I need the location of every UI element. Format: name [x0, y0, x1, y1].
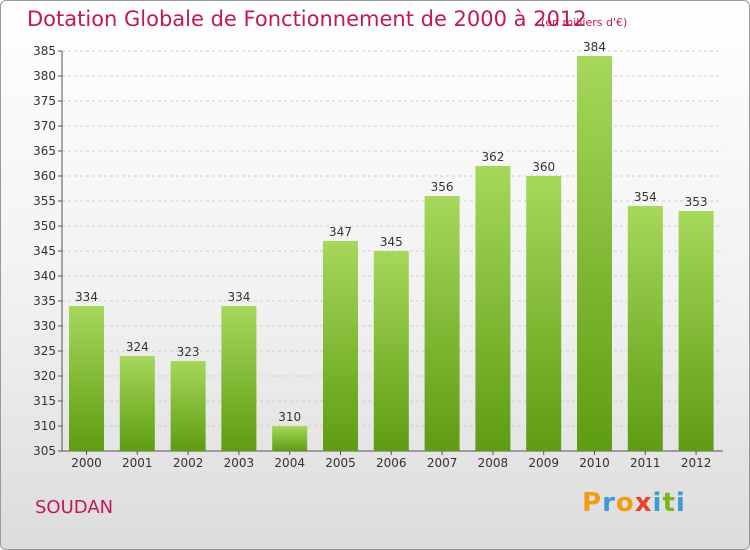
bar — [119, 356, 155, 451]
bar — [221, 306, 257, 451]
y-tick-label: 380 — [33, 69, 56, 83]
y-tick-label: 310 — [33, 419, 56, 433]
bar-value-label: 334 — [75, 290, 98, 304]
y-tick-label: 325 — [33, 344, 56, 358]
x-tick-label: 2009 — [528, 456, 559, 470]
y-tick-label: 370 — [33, 119, 56, 133]
y-tick-label: 305 — [33, 444, 56, 458]
x-tick-label: 2008 — [478, 456, 509, 470]
chart-title: Dotation Globale de Fonctionnement de 20… — [27, 7, 587, 31]
y-tick-label: 355 — [33, 194, 56, 208]
logo-letter: i — [652, 488, 663, 518]
x-tick-label: 2000 — [71, 456, 102, 470]
bar — [424, 196, 460, 451]
bar-value-label: 324 — [126, 340, 149, 354]
bar — [272, 426, 308, 451]
y-tick-label: 350 — [33, 219, 56, 233]
y-tick-label: 340 — [33, 269, 56, 283]
x-tick-label: 2003 — [224, 456, 255, 470]
x-tick-label: 2001 — [122, 456, 153, 470]
y-tick-label: 385 — [33, 44, 56, 58]
logo-letter: x — [634, 488, 653, 518]
bar — [678, 211, 714, 451]
proxiti-logo: Proxiti — [582, 488, 686, 518]
logo-letter: i — [675, 488, 686, 518]
y-tick-label: 345 — [33, 244, 56, 258]
y-tick-label: 315 — [33, 394, 56, 408]
logo-letter: o — [615, 488, 635, 518]
bars — [69, 56, 714, 451]
x-tick-label: 2004 — [274, 456, 305, 470]
bar-value-label: 384 — [583, 40, 606, 54]
bar — [526, 176, 562, 451]
logo-letter: r — [602, 488, 616, 518]
bar-value-label: 345 — [380, 235, 403, 249]
chart-unit: (en milliers d'€) — [541, 16, 628, 29]
bar-value-label: 360 — [532, 160, 555, 174]
bar-value-label: 347 — [329, 225, 352, 239]
y-tick-label: 335 — [33, 294, 56, 308]
bar — [170, 361, 206, 451]
x-tick-label: 2007 — [427, 456, 458, 470]
commune-name: SOUDAN — [35, 497, 114, 518]
bar — [627, 206, 663, 451]
bar — [323, 241, 358, 451]
bar-value-labels: 334 324 323 334 310 347 345 356 362 360 384 354 353 — [75, 40, 708, 424]
bar-value-label: 353 — [685, 195, 708, 209]
x-tick-label: 2011 — [630, 456, 661, 470]
x-tick-label: 2005 — [325, 456, 356, 470]
logo-letter: P — [582, 488, 603, 518]
logo-letter: t — [662, 488, 676, 518]
bar-value-label: 310 — [278, 410, 301, 424]
bar-value-label: 356 — [431, 180, 454, 194]
x-tick-label: 2010 — [579, 456, 610, 470]
bar — [69, 306, 104, 451]
y-axis: 305 310 315 320 325 330 335 340 345 350 355 360 365 3… — [33, 44, 723, 458]
bar — [577, 56, 612, 451]
y-tick-label: 375 — [33, 94, 56, 108]
y-tick-label: 365 — [33, 144, 56, 158]
y-tick-label: 360 — [33, 169, 56, 183]
bar-value-label: 334 — [227, 290, 250, 304]
bar-value-label: 354 — [634, 190, 657, 204]
y-tick-label: 330 — [33, 319, 56, 333]
y-tick-label: 320 — [33, 369, 56, 383]
x-tick-label: 2012 — [681, 456, 712, 470]
bar-value-label: 323 — [177, 345, 200, 359]
x-axis-tick-labels: 2000 2001 2002 2003 2004 2005 2006 2007 2008 2009… — [71, 451, 711, 470]
x-tick-label: 2006 — [376, 456, 407, 470]
x-tick-label: 2002 — [173, 456, 204, 470]
bar — [475, 166, 511, 451]
bar — [373, 251, 409, 451]
bar-value-label: 362 — [481, 150, 504, 164]
